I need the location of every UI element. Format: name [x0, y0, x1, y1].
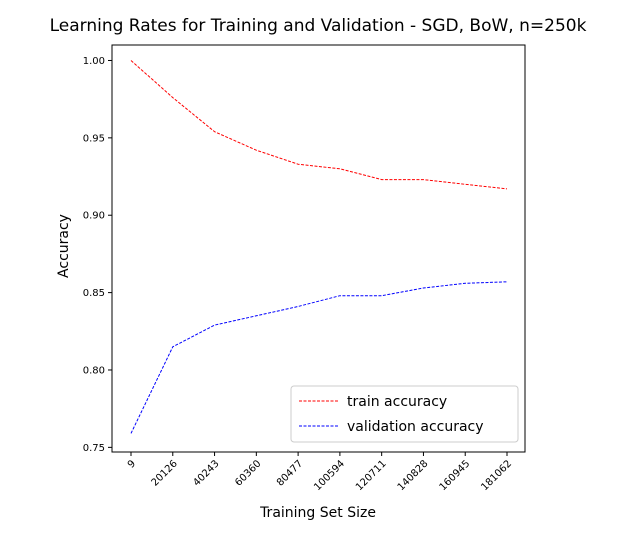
- x-tick-label: 160945: [438, 458, 473, 493]
- y-axis-label: Accuracy: [56, 214, 72, 278]
- series-line-validation: [130, 281, 508, 434]
- x-tick-label: 80477: [275, 458, 305, 488]
- x-tick-label: 120711: [354, 458, 389, 493]
- legend-box: [290, 385, 519, 443]
- x-axis: 9 20126 40243 60360 80477 100594 120711 140828 1…: [126, 452, 514, 493]
- x-axis-label: Training Set Size: [259, 505, 376, 521]
- series-lines: [130, 60, 508, 434]
- legend-train-label: train accuracy: [347, 394, 447, 410]
- x-tick-label: 181062: [479, 458, 514, 493]
- x-tick-label: 20126: [150, 458, 180, 488]
- series-line-train: [130, 60, 508, 190]
- x-tick-label: 9: [126, 458, 138, 470]
- y-tick-label: 0.80: [83, 365, 105, 376]
- y-tick-label: 0.95: [83, 133, 105, 144]
- x-tick-label: 40243: [191, 458, 221, 488]
- y-tick-label: 0.90: [83, 211, 105, 222]
- x-tick-label: 60360: [233, 458, 263, 488]
- chart-title: Learning Rates for Training and Validati…: [50, 16, 587, 36]
- x-tick-label: 100594: [312, 458, 347, 493]
- y-axis: 0.75 0.80 0.85 0.90 0.95 1.00: [83, 56, 112, 454]
- plot-area: [111, 44, 526, 453]
- legend: train accuracy validation accuracy: [290, 385, 519, 443]
- y-tick-label: 0.85: [83, 288, 105, 299]
- x-tick-label: 140828: [396, 458, 431, 493]
- y-tick-label: 1.00: [83, 56, 105, 67]
- legend-validation-label: validation accuracy: [347, 419, 484, 435]
- y-tick-label: 0.75: [83, 443, 105, 454]
